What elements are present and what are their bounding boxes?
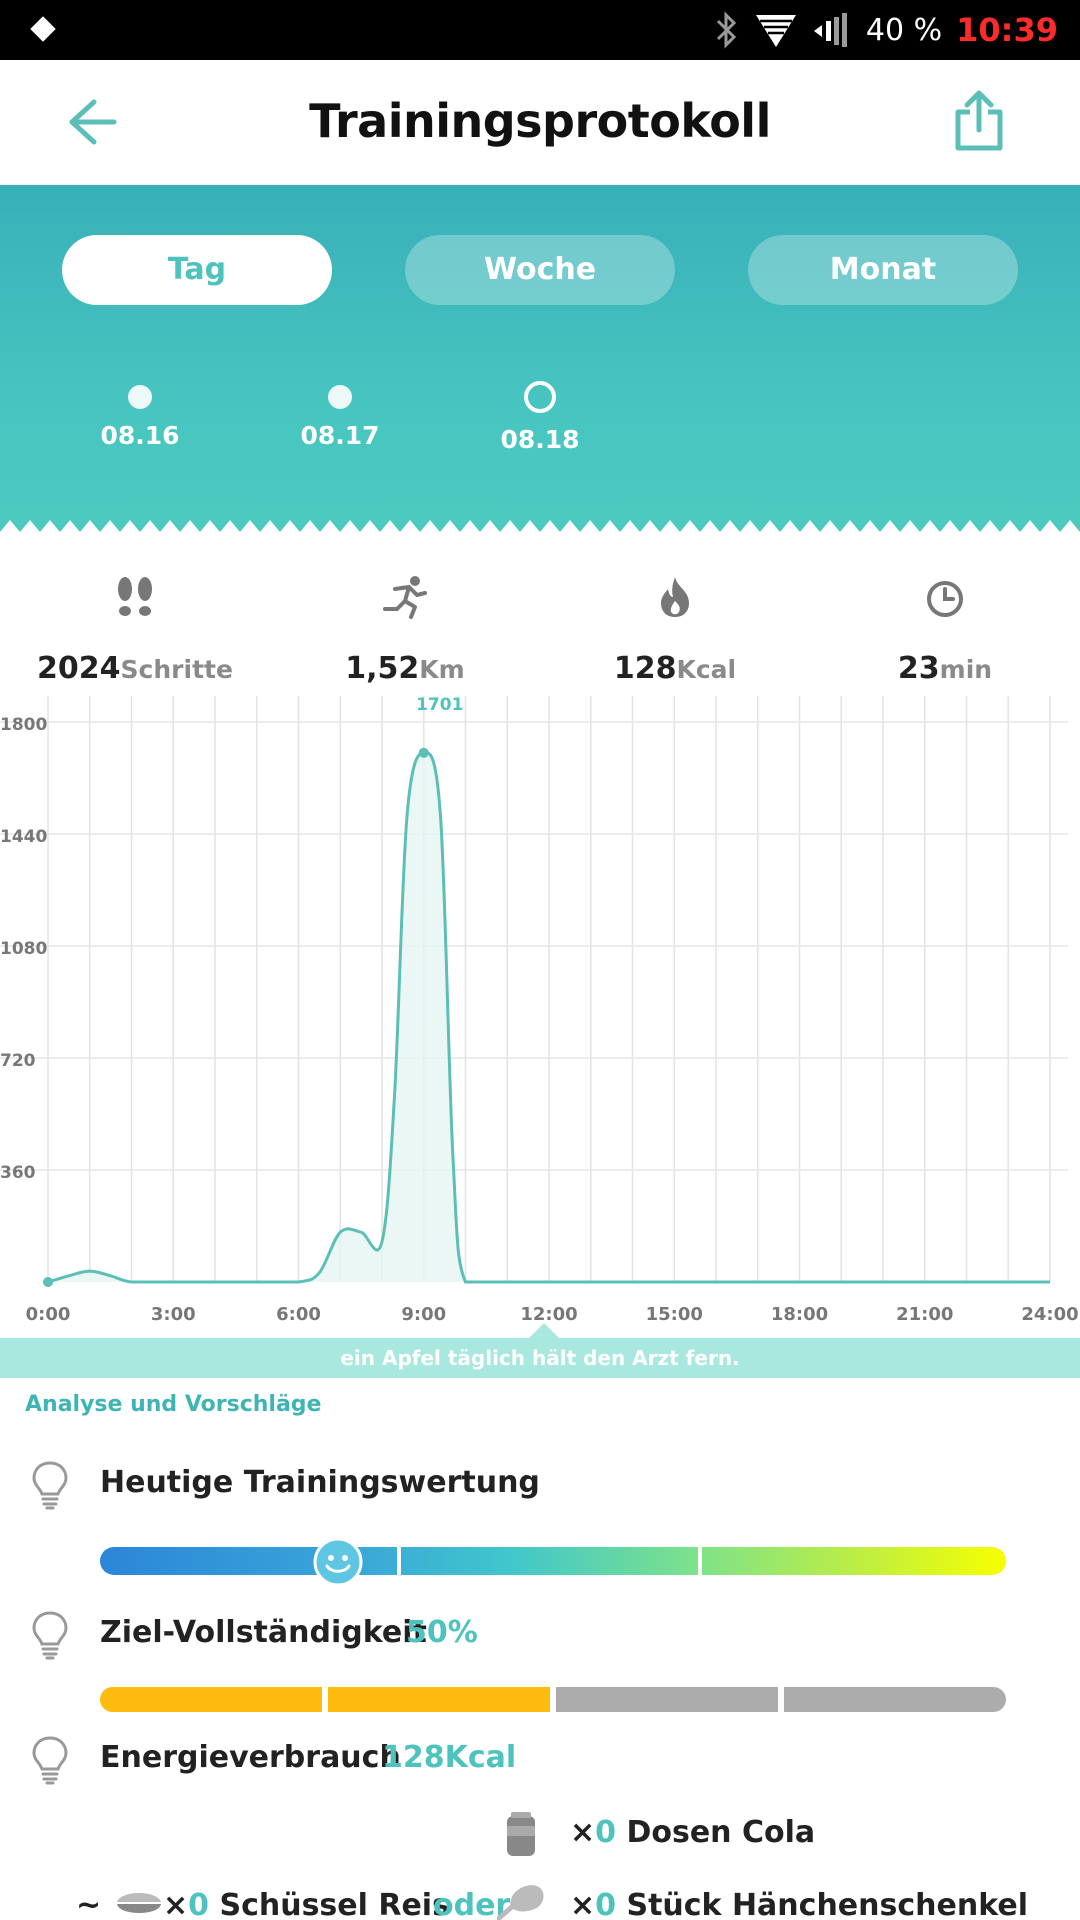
data-point-start — [43, 1277, 53, 1287]
date-label: 08.18 — [500, 425, 580, 454]
status-bar: 40 % 10:39 — [0, 0, 1080, 60]
analysis-section-title: Analyse und Vorschläge — [25, 1392, 322, 1417]
clock-icon — [927, 581, 963, 617]
stat-distance-unit: Km — [419, 655, 465, 684]
date-item-0817[interactable]: 08.17 — [280, 385, 400, 450]
footprints-icon — [118, 577, 152, 616]
chicken-leg-icon — [497, 1885, 544, 1920]
goal-progress-segment — [100, 1687, 322, 1712]
stat-steps: 2024Schritte — [5, 575, 265, 686]
bulb-icon — [32, 1461, 68, 1510]
stat-steps-unit: Schritte — [120, 655, 233, 684]
flame-icon — [661, 577, 689, 617]
y-tick-label: 1080 — [0, 939, 47, 959]
stat-duration-unit: min — [939, 655, 993, 684]
wifi-icon — [755, 15, 796, 47]
peak-value-label: 1701 — [416, 695, 463, 715]
goal-progress-segment — [328, 1687, 550, 1712]
rice-count: 0 — [188, 1888, 210, 1920]
score-separator — [698, 1547, 702, 1575]
energy-value: 128Kcal — [382, 1740, 517, 1775]
data-point-peak — [418, 747, 429, 758]
date-selected-ring — [524, 381, 556, 413]
cola-label: Dosen Cola — [626, 1815, 816, 1850]
energy-title: Energieverbrauch — [100, 1740, 401, 1775]
x-tick-label: 12:00 — [520, 1304, 577, 1325]
goal-value: 50% — [406, 1615, 478, 1650]
x-tick-label: 21:00 — [896, 1304, 953, 1325]
goal-progress-segment — [556, 1687, 778, 1712]
y-tick-label: 720 — [0, 1051, 36, 1071]
running-icon — [383, 576, 427, 619]
score-separator — [397, 1547, 401, 1575]
goal-progress-segment — [784, 1687, 1006, 1712]
back-arrow-icon[interactable] — [64, 96, 120, 148]
date-item-0818[interactable]: 08.18 — [480, 381, 600, 454]
x-tick-label: 15:00 — [646, 1304, 703, 1325]
tab-monat[interactable]: Monat — [748, 235, 1018, 305]
stat-duration-value: 23 — [897, 651, 940, 686]
y-tick-label: 1440 — [0, 827, 47, 847]
signal-icon — [813, 13, 847, 47]
x-tick-label: 6:00 — [276, 1304, 321, 1325]
chicken-equivalent: ×0 Stück Hänchenschenkel — [570, 1888, 1028, 1920]
series-line — [47, 751, 1050, 1284]
chicken-label: Stück Hänchenschenkel — [626, 1888, 1028, 1920]
times-sign: × — [570, 1815, 596, 1850]
times-sign: × — [570, 1888, 596, 1920]
date-dot — [128, 385, 152, 409]
cola-can-icon — [507, 1812, 535, 1856]
share-icon[interactable] — [954, 90, 1004, 152]
page-title: Trainingsprotokoll — [309, 94, 771, 148]
goal-title: Ziel-Vollständigkeit — [100, 1615, 427, 1650]
app-header: Trainingsprotokoll — [0, 60, 1080, 185]
x-tick-label: 0:00 — [26, 1304, 71, 1325]
x-tick-label: 18:00 — [771, 1304, 828, 1325]
chicken-count: 0 — [595, 1888, 617, 1920]
training-score-bar — [100, 1547, 1006, 1575]
zigzag-divider — [0, 520, 1080, 542]
clock: 10:39 — [956, 11, 1058, 49]
notification-icon — [30, 16, 56, 42]
x-tick-label: 9:00 — [401, 1304, 446, 1325]
times-sign: × — [163, 1888, 189, 1920]
bulb-icon — [32, 1611, 68, 1660]
battery-level: 40 % — [865, 12, 943, 48]
cola-count: 0 — [595, 1815, 617, 1850]
y-tick-label: 360 — [0, 1163, 36, 1183]
stat-calories: 128Kcal — [545, 575, 805, 686]
cola-equivalent: ×0 Dosen Cola — [570, 1815, 815, 1850]
date-item-0816[interactable]: 08.16 — [80, 385, 200, 450]
stat-calories-value: 128 — [613, 651, 677, 686]
rice-bowl-icon — [117, 1893, 161, 1913]
bulb-icon — [32, 1736, 68, 1785]
bluetooth-icon — [716, 11, 737, 49]
date-dot — [328, 385, 352, 409]
stat-distance: 1,52Km — [275, 575, 535, 686]
or-label: oder — [433, 1888, 511, 1920]
stat-duration: 23min — [815, 575, 1075, 686]
y-tick-label: 1800 — [0, 715, 47, 735]
tilde-sign: ~ — [76, 1888, 102, 1920]
steps-chart: 360 720 1080 1440 1800 0:00 3:00 6:00 9:00 12:00 1… — [0, 695, 1079, 1325]
rice-label: Schüssel Reis — [219, 1888, 450, 1920]
stat-distance-value: 1,52 — [345, 651, 420, 686]
tab-woche[interactable]: Woche — [405, 235, 675, 305]
date-label: 08.16 — [100, 421, 180, 450]
banner-notch — [528, 1323, 560, 1339]
stat-steps-value: 2024 — [37, 651, 121, 686]
smiley-icon — [313, 1537, 363, 1587]
training-score-title: Heutige Trainingswertung — [100, 1465, 540, 1500]
x-tick-label: 3:00 — [151, 1304, 196, 1325]
status-icons: 40 % 10:39 — [714, 10, 1058, 50]
stat-calories-unit: Kcal — [676, 655, 737, 684]
tab-tag[interactable]: Tag — [62, 235, 332, 305]
rice-equivalent: ×0 Schüssel Reis — [163, 1888, 450, 1920]
x-tick-label: 24:00 — [1021, 1304, 1078, 1325]
tip-banner: ein Apfel täglich hält den Arzt fern. — [0, 1338, 1080, 1378]
date-label: 08.17 — [300, 421, 380, 450]
